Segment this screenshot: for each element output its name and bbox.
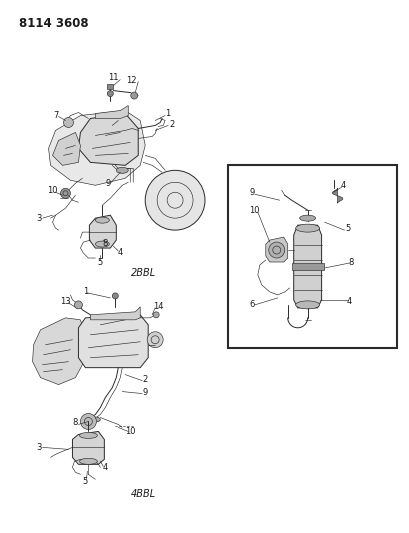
Text: 10: 10 bbox=[249, 206, 259, 215]
Polygon shape bbox=[291, 263, 323, 270]
Circle shape bbox=[63, 117, 73, 127]
Polygon shape bbox=[265, 237, 287, 262]
Circle shape bbox=[130, 92, 137, 99]
Text: 4: 4 bbox=[103, 463, 108, 472]
Text: 4: 4 bbox=[117, 247, 123, 256]
Text: 11: 11 bbox=[108, 73, 118, 82]
Text: 10: 10 bbox=[125, 427, 135, 436]
Bar bbox=[227, 165, 396, 348]
Text: 8: 8 bbox=[102, 239, 108, 248]
Text: 4BBL: 4BBL bbox=[130, 489, 155, 499]
Polygon shape bbox=[52, 133, 80, 165]
Text: 5: 5 bbox=[83, 477, 88, 486]
Text: 12: 12 bbox=[126, 76, 136, 85]
Polygon shape bbox=[78, 315, 148, 368]
Polygon shape bbox=[48, 110, 145, 185]
Text: 4: 4 bbox=[340, 181, 345, 190]
Circle shape bbox=[107, 91, 113, 96]
Circle shape bbox=[145, 171, 204, 230]
Polygon shape bbox=[72, 431, 104, 464]
Text: 2BBL: 2BBL bbox=[130, 268, 155, 278]
Ellipse shape bbox=[79, 458, 97, 464]
Polygon shape bbox=[293, 225, 321, 308]
Polygon shape bbox=[90, 307, 140, 320]
Circle shape bbox=[147, 332, 163, 348]
Text: 9: 9 bbox=[142, 388, 148, 397]
Circle shape bbox=[112, 293, 118, 299]
Ellipse shape bbox=[95, 241, 109, 247]
Text: 6: 6 bbox=[249, 301, 254, 309]
Text: 3: 3 bbox=[36, 443, 41, 452]
Ellipse shape bbox=[295, 224, 319, 232]
Text: 9: 9 bbox=[249, 188, 254, 197]
Text: 5: 5 bbox=[97, 257, 103, 266]
Text: 13: 13 bbox=[60, 297, 71, 306]
Text: 14: 14 bbox=[153, 302, 163, 311]
Ellipse shape bbox=[299, 215, 315, 221]
Circle shape bbox=[80, 414, 96, 430]
Text: 2: 2 bbox=[169, 120, 174, 129]
Ellipse shape bbox=[79, 432, 97, 439]
Circle shape bbox=[74, 301, 82, 309]
Polygon shape bbox=[107, 84, 113, 88]
Text: 8: 8 bbox=[72, 418, 78, 427]
Ellipse shape bbox=[95, 217, 109, 223]
Polygon shape bbox=[331, 188, 342, 203]
Text: 1: 1 bbox=[165, 109, 170, 118]
Text: 4: 4 bbox=[346, 297, 351, 306]
Text: 1: 1 bbox=[83, 287, 88, 296]
Text: 5: 5 bbox=[344, 224, 349, 232]
Ellipse shape bbox=[116, 167, 128, 173]
Circle shape bbox=[153, 312, 159, 318]
Polygon shape bbox=[95, 106, 128, 118]
Text: 7: 7 bbox=[53, 111, 58, 120]
Text: 10: 10 bbox=[47, 186, 58, 195]
Text: 3: 3 bbox=[36, 214, 41, 223]
Ellipse shape bbox=[90, 417, 100, 422]
Text: 9: 9 bbox=[106, 179, 111, 188]
Circle shape bbox=[268, 242, 284, 258]
Polygon shape bbox=[78, 114, 138, 165]
Ellipse shape bbox=[295, 301, 319, 309]
Polygon shape bbox=[32, 318, 85, 385]
Text: 2: 2 bbox=[142, 375, 148, 384]
Text: 8: 8 bbox=[348, 257, 353, 266]
Circle shape bbox=[61, 188, 70, 198]
Text: 8114 3608: 8114 3608 bbox=[18, 17, 88, 30]
Polygon shape bbox=[89, 215, 116, 248]
